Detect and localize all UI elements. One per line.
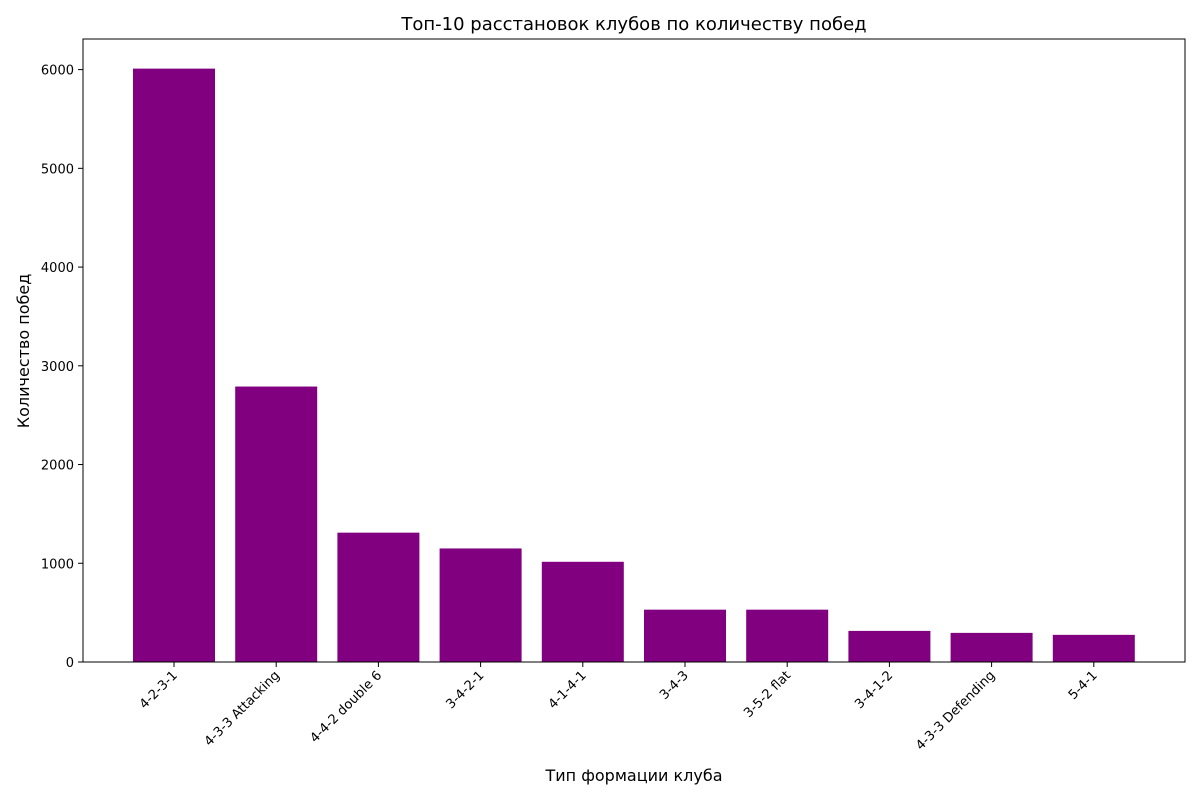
chart-title: Топ-10 расстановок клубов по количеству … [400,14,866,35]
x-tick-label: 4-4-2 double 6 [307,668,385,746]
bar-4 [439,548,522,662]
x-axis-label: Тип формации клуба [544,766,722,785]
y-tick-label: 6000 [41,64,74,79]
x-axis: 4-2-3-1 4-3-3 Attacking 4-4-2 double 6 3-4-… [137,662,1101,753]
bar-10 [1052,634,1135,662]
bar-9 [950,632,1033,662]
x-tick-label: 3-5-2 flat [741,668,794,721]
bar-3 [337,532,420,662]
bar-6 [644,609,726,662]
y-tick-label: 1000 [41,557,74,572]
y-axis-label: Количество побед [14,274,33,429]
x-tick-label: 3-4-2-1 [443,668,487,712]
x-tick-label: 4-2-3-1 [137,668,181,712]
y-tick-label: 0 [66,656,74,671]
x-tick-label: 3-4-3 [657,668,692,703]
bar-1 [133,68,215,663]
y-tick-label: 2000 [41,459,74,474]
x-tick-label: 3-4-1-2 [852,668,896,712]
bar-7 [746,609,829,662]
y-axis: 0 1000 2000 3000 4000 5000 6000 [41,64,83,671]
bar-8 [848,630,931,662]
bar-5 [541,561,624,662]
x-tick-label: 4-1-4-1 [546,668,590,712]
y-tick-label: 5000 [41,162,74,177]
x-tick-label: 4-3-3 Attacking [202,668,283,749]
x-tick-label: 4-3-3 Defending [913,668,998,753]
plot-frame [82,38,1186,663]
bar-2 [235,386,318,662]
y-tick-label: 3000 [41,360,74,375]
x-tick-label: 5-4-1 [1066,668,1101,703]
bars-group [133,68,1135,663]
y-tick-label: 4000 [41,261,74,276]
